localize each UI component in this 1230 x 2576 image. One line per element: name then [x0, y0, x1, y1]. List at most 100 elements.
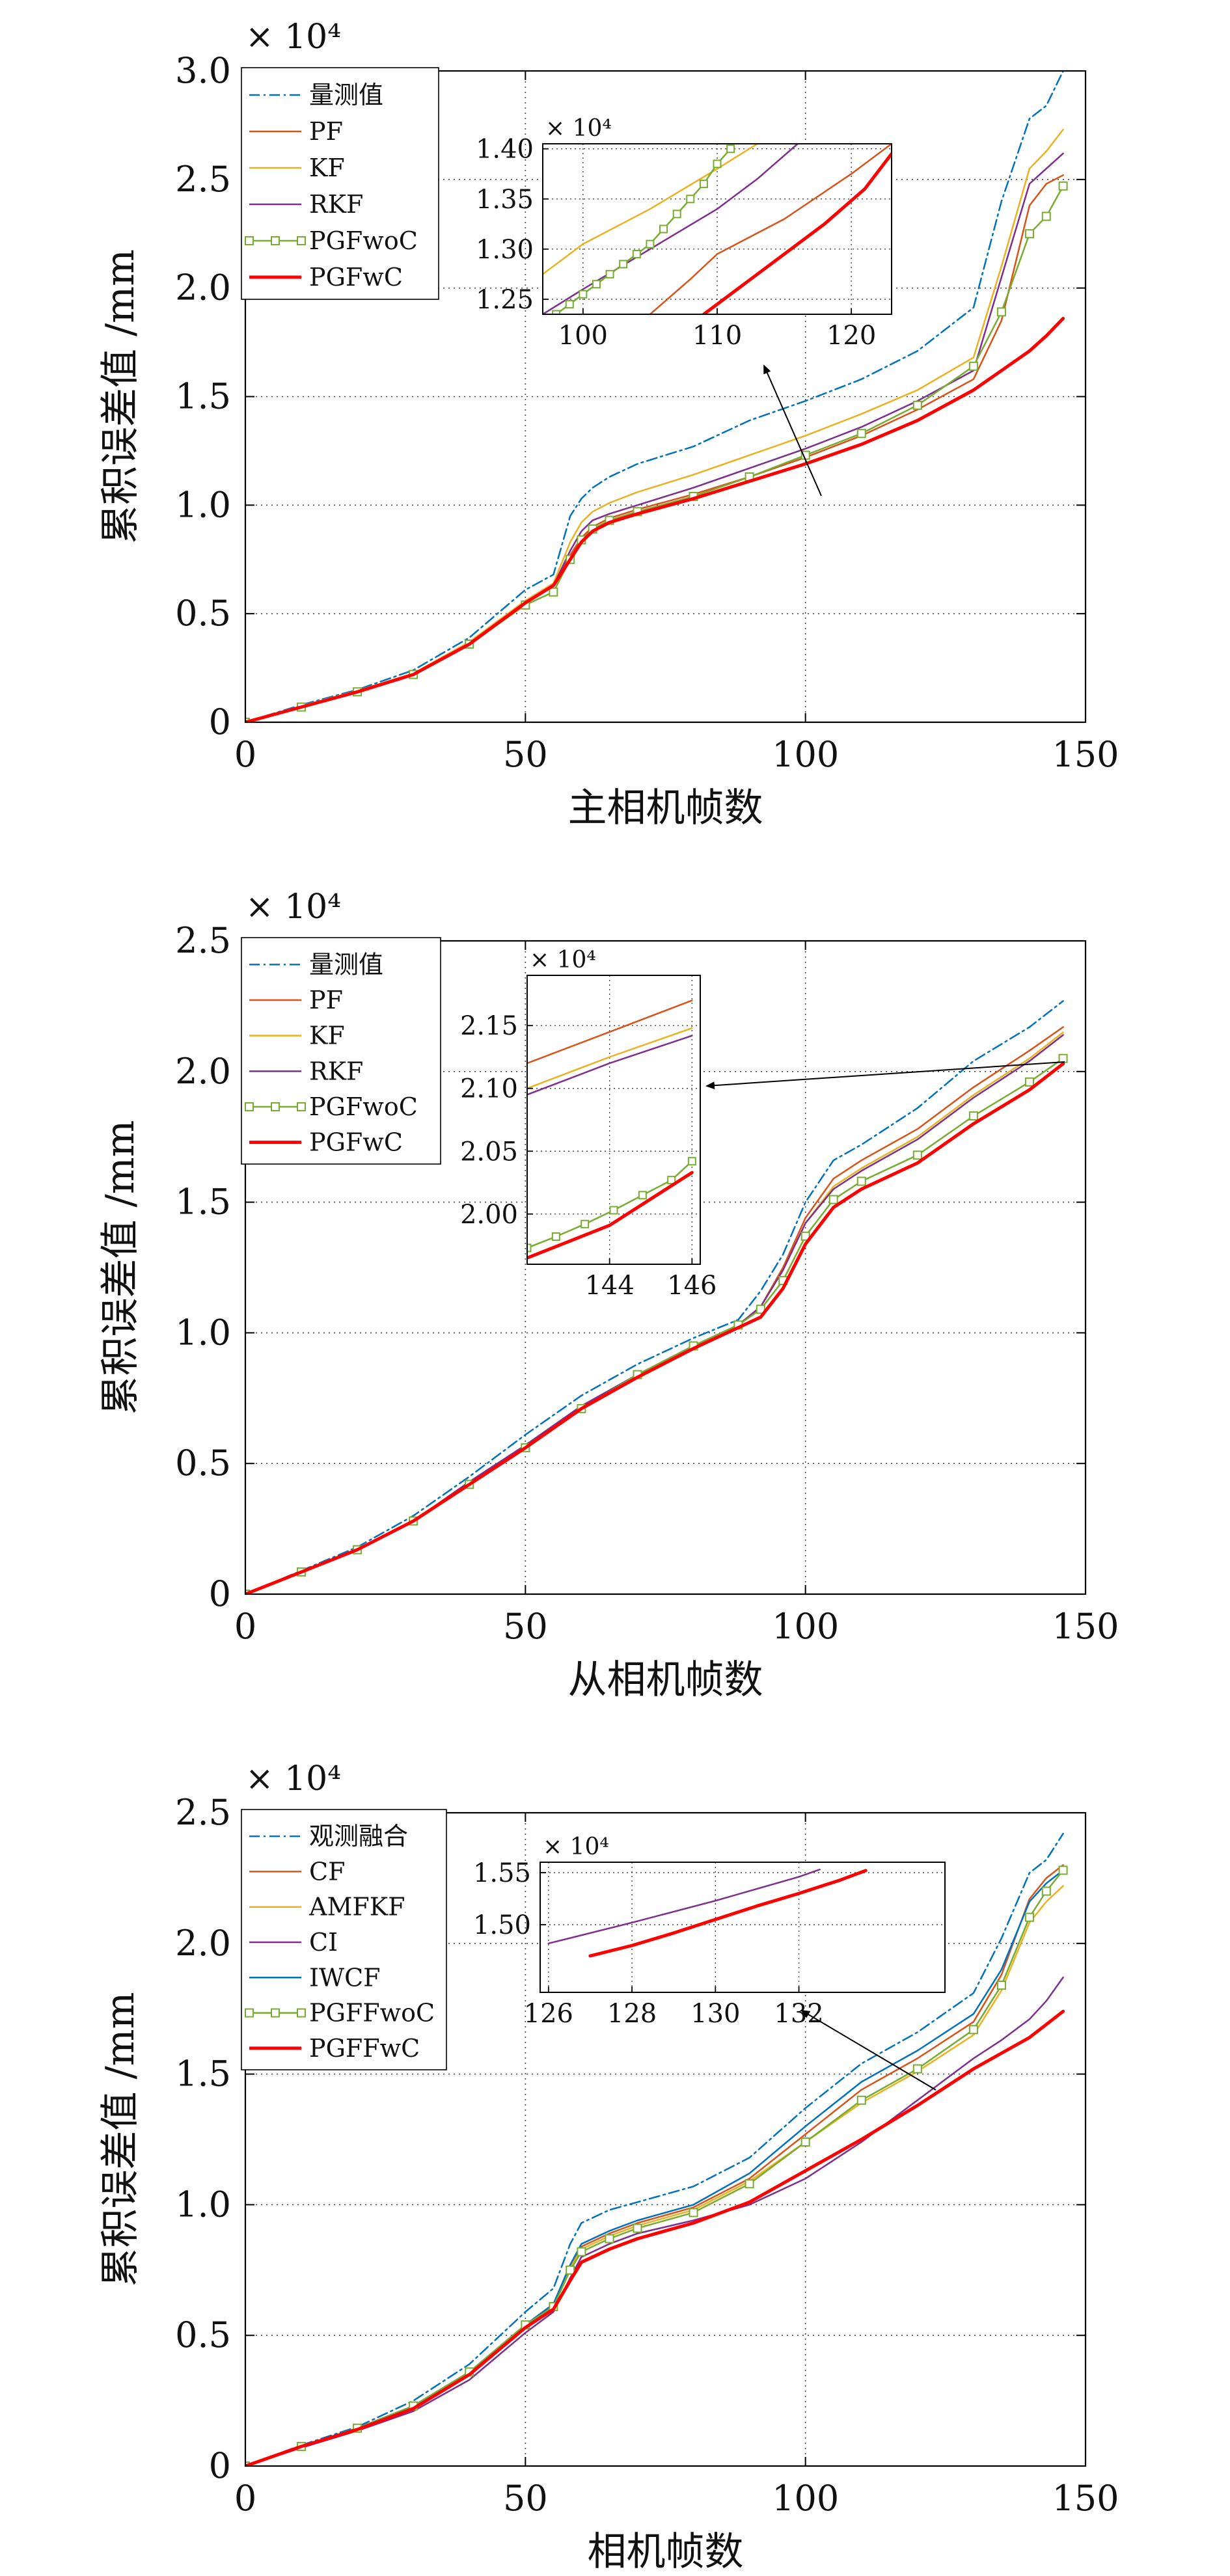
y-multiplier: × 10⁴	[245, 18, 341, 57]
legend: 量测值 PF KF RKF PGFwoC PGFwC	[241, 937, 441, 1165]
legend-marker	[297, 1102, 306, 1111]
series-marker-pgfwoc	[699, 180, 708, 189]
inset-pointer-arrow	[763, 364, 822, 496]
series-marker-pgfwoc	[632, 250, 641, 259]
y-tick-label: 1.0	[175, 1312, 231, 1353]
series-marker-pgffwoc	[633, 2223, 642, 2233]
chart-panel-1: 0 50 100 150 0 0.5 1.0 1.5 2.0 2.5 3.0 × 10⁴ 主相机帧数 累积…	[98, 18, 1119, 831]
series-marker-pgfwoc	[605, 269, 614, 278]
series-marker-pgfwoc	[856, 429, 866, 439]
series-marker-pgfwoc	[549, 587, 558, 597]
y-multiplier: × 10⁴	[245, 888, 341, 927]
legend: 观测融合 CF AMFKF CI IWCF PGFFwoC PGFFwC	[241, 1809, 447, 2070]
legend-label: IWCF	[309, 1963, 381, 1992]
series-marker-pgfwoc	[667, 1176, 676, 1185]
inset-y-tick-label: 1.50	[473, 1910, 531, 1940]
series-line-pgfwc	[245, 316, 1065, 722]
series-marker-pgfwoc	[800, 1231, 810, 1241]
series-marker-pgfwoc	[551, 1232, 560, 1241]
x-axis-label: 相机帧数	[588, 2529, 744, 2573]
y-tick-label: 0.5	[175, 593, 231, 634]
series-marker-pgffwoc	[800, 2137, 810, 2147]
inset-multiplier: × 10⁴	[545, 115, 612, 142]
y-axis-label: 累积误差值 /mm	[98, 1992, 143, 2286]
legend-marker	[297, 236, 306, 245]
x-tick-label: 100	[772, 2478, 839, 2519]
series-line-pf	[527, 999, 693, 1064]
inset-multiplier: × 10⁴	[530, 947, 596, 973]
y-tick-label: 1.0	[175, 2184, 231, 2225]
inset-area	[540, 1862, 945, 1992]
series-marker-pgffwoc	[912, 2064, 922, 2074]
inset-y-tick-label: 2.00	[460, 1200, 518, 1230]
chart-panel-3: 0 50 100 150 0 0.5 1.0 1.5 2.0 2.5 × 10⁴ 相机帧数 累积误差值 …	[98, 1759, 1119, 2575]
series-marker-pgfwoc	[638, 1191, 647, 1200]
y-tick-label: 2.0	[175, 1051, 231, 1092]
series-line-量测值	[245, 71, 1064, 722]
series-line-pgfwc	[245, 1062, 1065, 1594]
y-tick-label: 2.5	[175, 159, 231, 200]
series-line-ci	[547, 1868, 821, 1945]
legend-label: KF	[309, 1022, 345, 1050]
series-marker-pgfwoc	[713, 159, 722, 169]
y-tick-label: 1.5	[175, 2054, 231, 2095]
x-tick-label: 0	[234, 2478, 256, 2519]
inset-chart: 126 128 130 132 1.50 1.55 × 10⁴	[473, 1834, 946, 2029]
x-tick-label: 50	[503, 734, 548, 775]
y-tick-label: 1.5	[175, 376, 231, 417]
series-marker-pgffwoc	[1058, 1865, 1068, 1875]
legend-label: 量测值	[309, 81, 383, 109]
series-marker-pgffwoc	[745, 2179, 754, 2189]
x-axis-label: 从相机帧数	[568, 1657, 763, 1703]
series-marker-pgfwoc	[756, 1305, 765, 1314]
series-marker-pgfwoc	[1024, 1077, 1034, 1087]
series-marker-pgfwoc	[687, 1157, 696, 1166]
series-marker-pgfwoc	[968, 1111, 978, 1121]
legend-label: PGFFwoC	[309, 1999, 435, 2027]
y-axis-label: 累积误差值 /mm	[98, 249, 143, 544]
inset-x-tick-label: 146	[667, 1271, 717, 1301]
series-line-观测融合	[245, 1832, 1064, 2466]
legend-label: PF	[309, 117, 343, 146]
inset-y-tick-label: 1.25	[476, 285, 534, 315]
series-marker-pgfwoc	[996, 307, 1006, 317]
inset-y-tick-label: 1.40	[476, 135, 534, 165]
legend-label: RKF	[309, 190, 363, 219]
legend-label: PGFwC	[309, 1128, 403, 1157]
series-marker-pgfwoc	[828, 1195, 838, 1204]
inset-pointer-arrow	[800, 2009, 936, 2091]
inset-pointer-arrow	[705, 1061, 1065, 1090]
inset-chart: 100 110 120 1.25 1.30 1.35 1.40 × 10⁴	[476, 115, 892, 351]
x-tick-label: 0	[234, 1606, 256, 1647]
y-axis-label: 累积误差值 /mm	[98, 1120, 143, 1415]
x-tick-label: 0	[234, 734, 256, 775]
legend-marker	[271, 236, 280, 245]
legend-marker	[297, 2008, 306, 2018]
inset-x-tick-label: 128	[607, 1999, 657, 2029]
inset-x-tick-label: 100	[558, 321, 608, 351]
series-line-pgffwc	[588, 1869, 868, 1958]
legend-label: PGFwoC	[309, 1092, 418, 1121]
inset-x-tick-label: 126	[524, 1999, 573, 2029]
inset-y-tick-label: 1.30	[476, 235, 534, 265]
legend: 量测值 PF KF RKF PGFwoC PGFwC	[241, 67, 439, 300]
inset-y-tick-label: 2.15	[460, 1011, 518, 1041]
y-tick-label: 2.0	[175, 1923, 231, 1964]
legend-box	[241, 937, 441, 1165]
chart-panel-2: 0 50 100 150 0 0.5 1.0 1.5 2.0 2.5 × 10⁴ 从相机帧数 累积误差值…	[98, 888, 1119, 1703]
series-line-pgffwc	[245, 2009, 1065, 2466]
y-tick-label: 1.0	[175, 484, 231, 525]
inset-x-tick-label: 110	[692, 321, 742, 351]
legend-label: 观测融合	[309, 1822, 408, 1851]
legend-label: PF	[309, 986, 343, 1014]
series-marker-pgffwoc	[577, 2247, 586, 2257]
x-tick-label: 150	[1052, 2478, 1119, 2519]
legend-label: PGFFwC	[309, 2034, 420, 2063]
legend-label: AMFKF	[308, 1893, 405, 1921]
series-line-量测值	[245, 1000, 1064, 1594]
axes-frame	[244, 940, 1087, 1595]
series-marker-pgfwoc	[581, 1219, 590, 1228]
inset-x-tick-label: 120	[827, 321, 876, 351]
